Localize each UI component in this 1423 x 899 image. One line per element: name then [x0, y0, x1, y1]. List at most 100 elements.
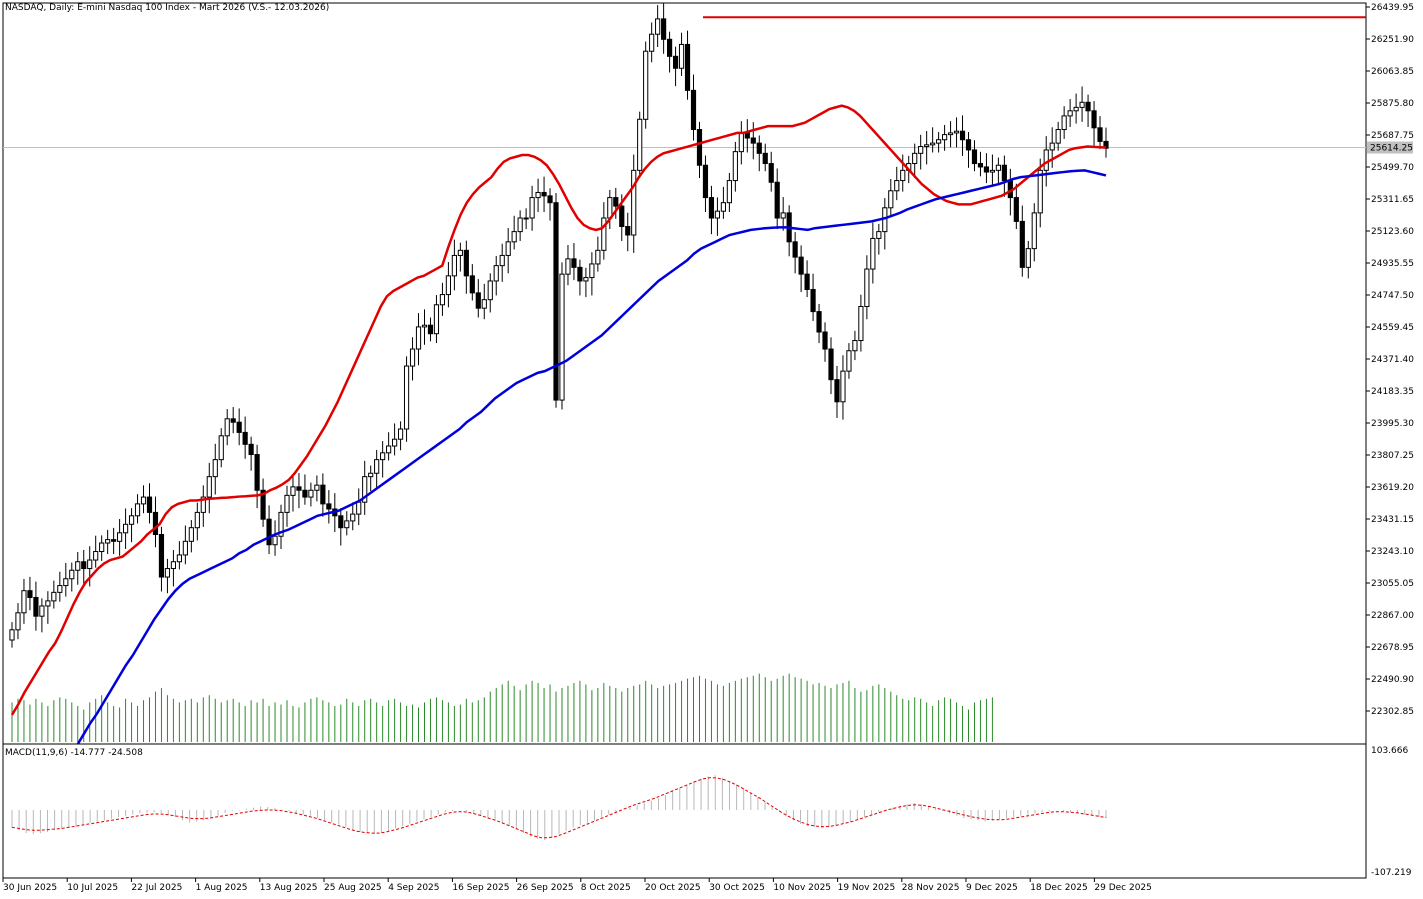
- candle-body: [308, 489, 314, 498]
- price-tick-label: 23431.15: [1371, 515, 1414, 525]
- candle-body: [1097, 127, 1103, 142]
- candle-body: [762, 152, 768, 165]
- date-tick-label: 19 Nov 2025: [838, 883, 896, 893]
- candle-body: [834, 379, 840, 403]
- ma-red-line: [10, 104, 1107, 716]
- price-tick-label: 26439.95: [1371, 3, 1414, 13]
- candle-body: [965, 139, 972, 151]
- candle-body: [553, 202, 559, 401]
- candle-body: [302, 489, 308, 498]
- candle-body: [397, 428, 404, 440]
- candle-body: [15, 612, 21, 631]
- candle-body: [350, 513, 356, 522]
- candle-body: [224, 418, 230, 437]
- date-tick-label: 29 Dec 2025: [1094, 883, 1152, 893]
- price-tick-label: 25123.60: [1371, 227, 1414, 237]
- candle-body: [756, 142, 762, 154]
- candle-body: [953, 130, 960, 134]
- date-tick-label: 1 Aug 2025: [196, 883, 248, 893]
- candle-body: [936, 139, 942, 144]
- candle-body: [565, 258, 571, 275]
- candle-body: [51, 591, 57, 602]
- candle-body: [858, 305, 864, 342]
- candle-body: [571, 258, 577, 268]
- candle-body: [111, 539, 117, 542]
- candle-body: [726, 180, 732, 204]
- candle-body: [242, 431, 248, 445]
- price-tick-label: 23807.25: [1371, 451, 1414, 461]
- candle-body: [1103, 140, 1109, 149]
- candle-body: [804, 273, 810, 290]
- candle-body: [266, 518, 272, 546]
- candle-body: [463, 249, 469, 277]
- candle-body: [380, 452, 386, 461]
- candle-body: [182, 540, 188, 556]
- date-tick-label: 22 Jul 2025: [131, 883, 182, 893]
- candle-body: [720, 202, 726, 212]
- candle-body: [924, 144, 930, 148]
- candle-body: [684, 43, 691, 91]
- candle-body: [128, 515, 135, 525]
- candle-body: [625, 226, 631, 236]
- candle-body: [39, 605, 45, 617]
- candle-body: [427, 324, 434, 335]
- candle-body: [487, 280, 493, 301]
- candle-body: [1037, 169, 1043, 214]
- candle-body: [248, 443, 254, 456]
- date-tick-label: 18 Dec 2025: [1030, 883, 1088, 893]
- candle-body: [63, 578, 69, 587]
- candle-body: [1049, 142, 1055, 151]
- price-tick-label: 22490.90: [1371, 675, 1414, 685]
- price-tick-label: 23243.10: [1371, 547, 1414, 557]
- candle-body: [236, 421, 242, 433]
- candle-body: [457, 249, 463, 256]
- candle-body: [1019, 220, 1025, 268]
- candle-body: [152, 511, 159, 536]
- candle-body: [493, 265, 499, 282]
- candle-body: [619, 205, 625, 228]
- candle-body: [362, 476, 368, 503]
- candle-body: [744, 132, 750, 139]
- candle-body: [206, 476, 212, 498]
- candle-body: [930, 142, 936, 146]
- candle-body: [918, 146, 924, 154]
- candle-body: [900, 169, 906, 182]
- chart-title: NASDAQ, Daily: E-mini Nasdaq 100 Index -…: [5, 3, 330, 13]
- candle-body: [45, 600, 51, 607]
- candle-body: [409, 348, 416, 367]
- candle-body: [995, 164, 1001, 171]
- date-tick-label: 26 Sep 2025: [517, 883, 574, 893]
- candle-body: [607, 197, 613, 219]
- candle-body: [595, 249, 601, 265]
- candle-body: [971, 149, 978, 165]
- candle-body: [1079, 101, 1085, 108]
- candle-body: [326, 503, 332, 510]
- candle-body: [696, 129, 703, 166]
- candle-body: [601, 217, 607, 251]
- date-tick-label: 13 Aug 2025: [260, 883, 318, 893]
- date-tick-label: 10 Jul 2025: [67, 883, 118, 893]
- candle-body: [678, 43, 685, 69]
- candle-body: [912, 152, 918, 165]
- candle-body: [708, 197, 715, 219]
- chart-frame: [2, 2, 1367, 879]
- candle-body: [959, 130, 966, 141]
- candle-body: [523, 217, 529, 220]
- candle-body: [170, 561, 177, 570]
- candle-body: [637, 118, 643, 171]
- candle-body: [218, 435, 224, 461]
- candle-body: [230, 418, 236, 423]
- candle-body: [505, 241, 511, 256]
- candle-body: [93, 551, 99, 561]
- candle-body: [499, 254, 505, 267]
- price-tick-label: 24747.50: [1371, 291, 1414, 301]
- candle-body: [888, 190, 894, 209]
- macd-tick-label: -107.219: [1371, 868, 1412, 878]
- candle-body: [1031, 212, 1037, 250]
- candle-body: [200, 496, 206, 513]
- candle-body: [451, 254, 457, 277]
- candle-body: [655, 18, 661, 35]
- candle-body: [738, 132, 744, 153]
- candle-body: [188, 527, 194, 542]
